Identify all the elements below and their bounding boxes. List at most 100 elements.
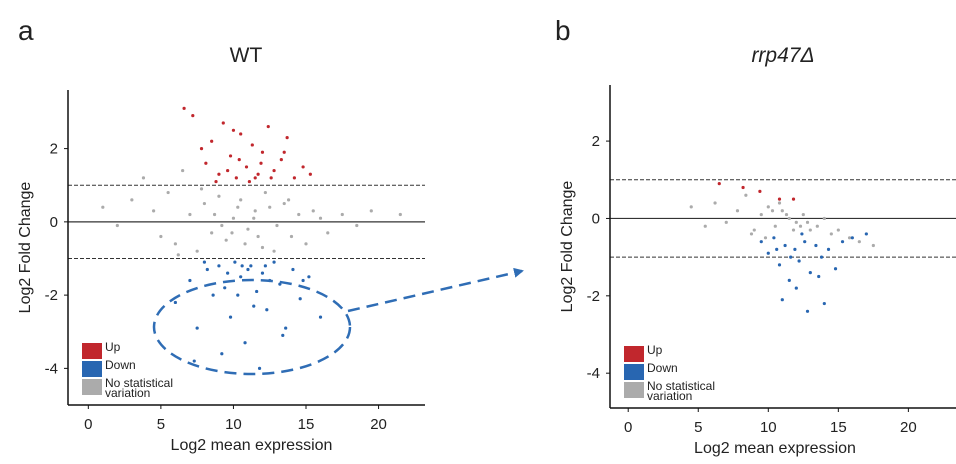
data-point (301, 278, 305, 283)
data-point (191, 114, 195, 118)
data-point (246, 227, 250, 231)
data-point (724, 220, 728, 224)
x-tick-label: 5 (694, 419, 702, 436)
data-point (297, 212, 301, 217)
data-point (340, 212, 344, 217)
data-point (773, 224, 777, 228)
data-point (220, 352, 224, 356)
data-point (789, 255, 793, 259)
data-point (237, 157, 241, 162)
y-tick-label: 2 (50, 141, 58, 158)
data-point (798, 224, 803, 228)
data-point (230, 231, 234, 235)
data-point (777, 197, 782, 201)
data-point (152, 209, 156, 213)
data-point (244, 165, 249, 169)
data-point (214, 179, 218, 184)
data-point (758, 189, 762, 193)
data-point (703, 224, 707, 228)
data-point (741, 185, 745, 190)
data-point (793, 247, 797, 252)
legend-label-box: No statistical variation (105, 378, 173, 399)
data-point (259, 161, 263, 165)
data-point (282, 201, 286, 206)
x-axis-label: Log2 mean expression (694, 440, 856, 457)
data-point (228, 315, 233, 319)
data-point (234, 176, 238, 180)
data-point (800, 232, 804, 236)
data-point (166, 190, 170, 195)
data-point (826, 247, 831, 252)
data-point (182, 106, 186, 110)
data-point (141, 176, 146, 180)
data-point (819, 255, 824, 259)
data-point (749, 232, 754, 236)
data-point (252, 216, 256, 220)
data-point (188, 212, 192, 217)
data-point (286, 198, 291, 202)
data-point (871, 243, 875, 248)
data-point (260, 245, 265, 250)
data-point (794, 286, 798, 290)
data-point (195, 249, 199, 253)
data-point (744, 193, 748, 197)
data-point (840, 240, 845, 244)
chart-title: rrp47Δ (751, 44, 814, 67)
legend-swatch (624, 382, 644, 398)
x-tick-label: 15 (830, 419, 847, 436)
data-point (275, 223, 279, 228)
data-point (689, 205, 693, 209)
legend-label: No statistical variation (647, 381, 716, 403)
data-point (199, 187, 204, 191)
legend-swatch (624, 364, 644, 380)
data-point (269, 176, 273, 180)
data-point (326, 231, 330, 235)
legend-swatch (82, 343, 102, 359)
data-point (292, 176, 296, 180)
data-point (246, 267, 250, 272)
data-point (231, 128, 236, 132)
data-point (202, 260, 207, 264)
data-point (735, 209, 740, 213)
data-point (713, 201, 717, 205)
data-point (260, 271, 265, 275)
arrow (347, 267, 524, 313)
data-point (308, 172, 312, 176)
data-point (759, 240, 763, 244)
data-point (770, 209, 775, 213)
x-tick-label: 10 (760, 419, 777, 436)
data-point (253, 209, 257, 213)
data-point (211, 293, 215, 297)
data-point (220, 223, 224, 228)
data-point (199, 147, 204, 151)
data-point (253, 176, 257, 180)
data-point (772, 236, 776, 240)
data-point (268, 205, 272, 209)
data-point (226, 271, 230, 275)
data-point (217, 194, 221, 198)
legend-swatch (82, 379, 102, 395)
x-tick-label: 5 (157, 416, 165, 433)
data-point (803, 240, 807, 244)
data-point (101, 205, 105, 209)
data-point (272, 168, 276, 173)
data-point (243, 341, 247, 345)
data-point (250, 143, 254, 147)
data-point (223, 286, 227, 290)
data-point (291, 267, 295, 272)
y-axis-label: Log2 Fold Change (559, 181, 576, 313)
data-point (233, 260, 237, 264)
data-point (228, 154, 233, 158)
data-point (301, 165, 305, 169)
x-axis-label: Log2 mean expression (171, 437, 333, 454)
data-point (212, 212, 217, 217)
x-tick-label: 0 (84, 416, 92, 433)
y-tick-label: -2 (587, 288, 600, 305)
data-point (252, 304, 256, 308)
x-tick-label: 10 (225, 416, 242, 433)
data-point (247, 179, 252, 184)
data-point (808, 271, 812, 275)
data-point (815, 224, 819, 228)
legend-label-box: Down (647, 363, 678, 374)
data-point (256, 172, 260, 176)
